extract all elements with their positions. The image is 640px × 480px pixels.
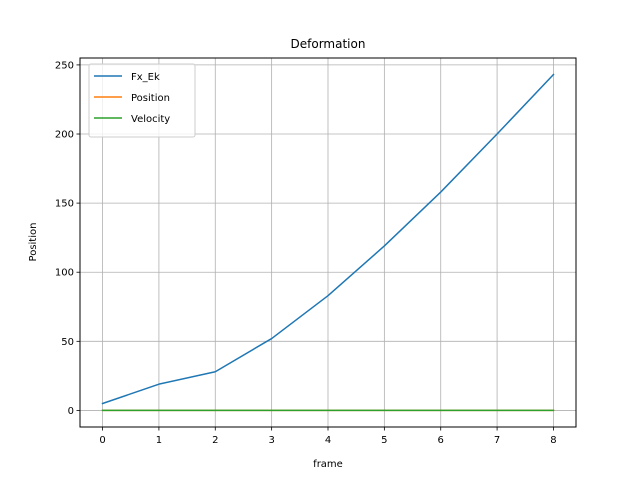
x-tick-label: 7 — [494, 435, 500, 446]
series-lines — [101, 73, 555, 412]
x-tick-label: 1 — [156, 435, 162, 446]
y-tick-label: 0 — [68, 406, 74, 417]
x-axis-label: frame — [313, 459, 343, 470]
x-tick-label: 5 — [381, 435, 387, 446]
x-tick-label: 4 — [325, 435, 331, 446]
chart-title: Deformation — [291, 37, 366, 51]
legend-label: Velocity — [131, 114, 170, 125]
series-line-fx-ek — [101, 73, 555, 405]
x-tick-label: 8 — [550, 435, 556, 446]
x-tick-label: 3 — [268, 435, 274, 446]
y-tick-label: 200 — [55, 130, 74, 141]
legend-label: Fx_Ek — [131, 72, 160, 83]
legend: Fx_Ek Position Velocity — [88, 63, 196, 138]
legend-label: Position — [131, 93, 170, 104]
y-tick-label: 150 — [55, 199, 74, 210]
y-tick-label: 100 — [55, 268, 74, 279]
y-tick-label: 250 — [55, 60, 74, 71]
y-axis-label: Position — [28, 223, 39, 262]
y-tick-label: 50 — [61, 337, 74, 348]
x-tick-label: 2 — [212, 435, 218, 446]
x-tick-label: 0 — [99, 435, 105, 446]
x-tick-label: 6 — [438, 435, 444, 446]
axis-ticks: 0 1 2 3 4 5 6 7 8 0 50 100 150 200 250 — [55, 60, 557, 446]
